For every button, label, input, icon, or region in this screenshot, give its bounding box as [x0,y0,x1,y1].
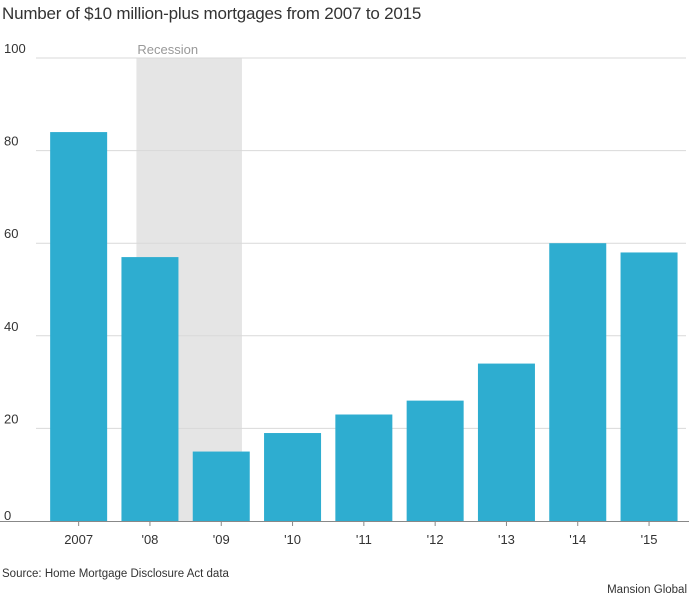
bar [549,243,607,521]
bar [264,433,322,521]
y-tick-label: 0 [4,508,11,523]
x-tick-label: '08 [141,532,158,547]
bar [192,451,250,521]
y-tick-label: 100 [4,41,26,56]
x-tick-label: '12 [427,532,444,547]
recession-label: Recession [137,42,198,57]
y-tick-label: 80 [4,134,18,149]
credit-label: Mansion Global [607,584,687,596]
x-tick-label: '11 [356,532,372,547]
x-tick-label: '09 [213,532,230,547]
x-tick-label: '14 [569,532,586,547]
x-tick-label: '10 [284,532,301,547]
y-tick-label: 20 [4,411,18,426]
bar [121,257,179,521]
y-tick-label: 60 [4,226,18,241]
x-tick-label: '15 [641,532,658,547]
x-tick-label: '13 [498,532,515,547]
bar-layer [0,132,689,522]
bar [406,400,464,521]
bar [335,414,393,521]
x-tick-label: 2007 [64,532,93,547]
chart-title: Number of $10 million-plus mortgages fro… [2,4,422,23]
bar [477,363,535,521]
x-tick-layer: 2007 '08 '09 '10 '11 '12 '13 '14 '15 [64,521,658,547]
y-tick-label: 40 [4,319,18,334]
source-note: Source: Home Mortgage Disclosure Act dat… [2,568,229,580]
bar-chart: Recession 0 20 40 60 80 100 2007 '08 '09 '10 '11 '… [0,41,689,547]
bar [620,252,678,521]
bar [50,132,108,521]
